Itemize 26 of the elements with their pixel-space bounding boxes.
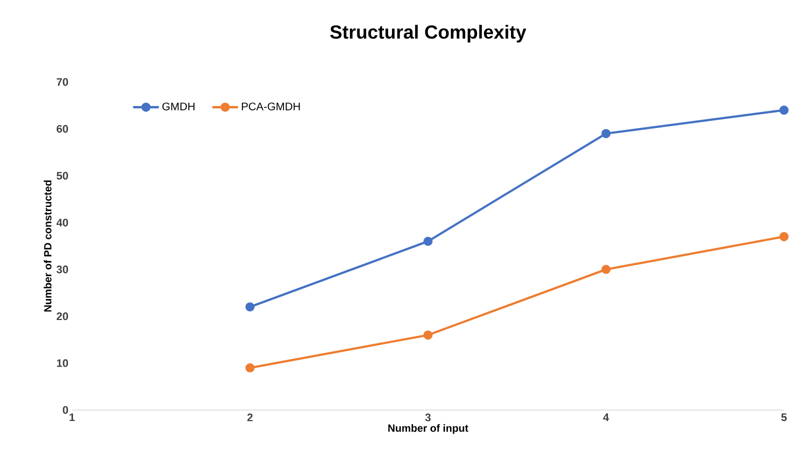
x-tick-label: 2 — [247, 414, 253, 422]
point — [601, 264, 611, 274]
y-tick-label: 60 — [56, 124, 68, 133]
point — [423, 236, 433, 246]
x-axis-title: Number of input — [388, 424, 468, 434]
point — [779, 232, 789, 242]
y-tick-label: 70 — [56, 78, 68, 86]
point — [601, 128, 611, 138]
y-tick-label: 20 — [56, 312, 68, 320]
x-tick-label: 5 — [781, 414, 787, 422]
point — [423, 330, 433, 340]
y-tick-label: 10 — [56, 359, 68, 368]
x-tick-label: 3 — [425, 414, 431, 422]
legend-label: GMDH — [162, 102, 194, 110]
point — [245, 302, 255, 312]
x-tick-label: 4 — [603, 414, 609, 422]
chart-title: Structural Complexity — [330, 24, 526, 42]
y-tick-label: 0 — [62, 406, 68, 414]
point — [779, 106, 789, 115]
legend-label: PCA-GMDH — [242, 102, 300, 110]
y-axis-title: Number of PD constructed — [44, 180, 52, 312]
y-tick-label: 50 — [56, 172, 68, 180]
y-tick-label: 40 — [56, 218, 68, 226]
y-tick-label: 30 — [56, 266, 68, 274]
x-tick-label: 1 — [70, 414, 75, 422]
point — [245, 363, 255, 372]
